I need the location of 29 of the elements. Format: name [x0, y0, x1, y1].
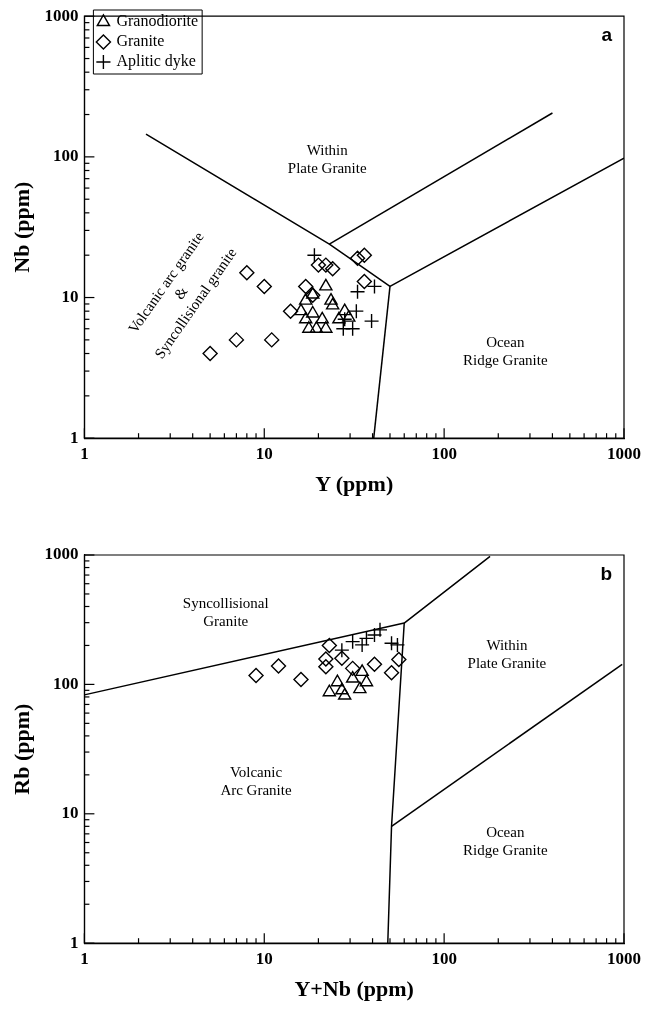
annotation: Within Plate Granite	[467, 636, 547, 671]
y-tick-label: 1	[69, 427, 79, 447]
x-tick-label: 1000	[607, 443, 641, 463]
annotation: Within Plate Granite	[287, 141, 367, 176]
chart-title: b	[600, 562, 612, 584]
annotation: Ocean Ridge Granite	[463, 823, 548, 858]
legend-label: Aplitic dyke	[116, 52, 196, 71]
y-axis-title: Rb (ppm)	[8, 703, 34, 795]
x-tick-label: 100	[431, 443, 457, 463]
annotation: Ocean Ridge Granite	[463, 333, 548, 368]
legend-label: Granite	[116, 32, 165, 50]
x-axis-title: Y (ppm)	[315, 471, 394, 497]
y-axis-title: Nb (ppm)	[8, 181, 34, 273]
x-tick-label: 100	[431, 948, 457, 968]
x-tick-label: 10	[255, 443, 273, 463]
y-tick-label: 1000	[44, 544, 79, 564]
y-tick-label: 100	[52, 673, 79, 693]
x-axis-title: Y+Nb (ppm)	[294, 976, 414, 1002]
y-tick-label: 1	[69, 932, 79, 952]
x-tick-label: 10	[255, 948, 273, 968]
x-tick-label: 1000	[607, 948, 641, 968]
y-tick-label: 100	[52, 146, 79, 166]
annotation: Volcanic Arc Granite	[220, 764, 292, 799]
legend-label: Granodiorite	[116, 12, 199, 30]
y-tick-label: 10	[61, 286, 79, 306]
y-tick-label: 10	[61, 803, 79, 823]
annotation: Syncollisional Granite	[182, 594, 269, 629]
chart-title: a	[601, 23, 613, 45]
y-tick-label: 1000	[44, 5, 79, 25]
